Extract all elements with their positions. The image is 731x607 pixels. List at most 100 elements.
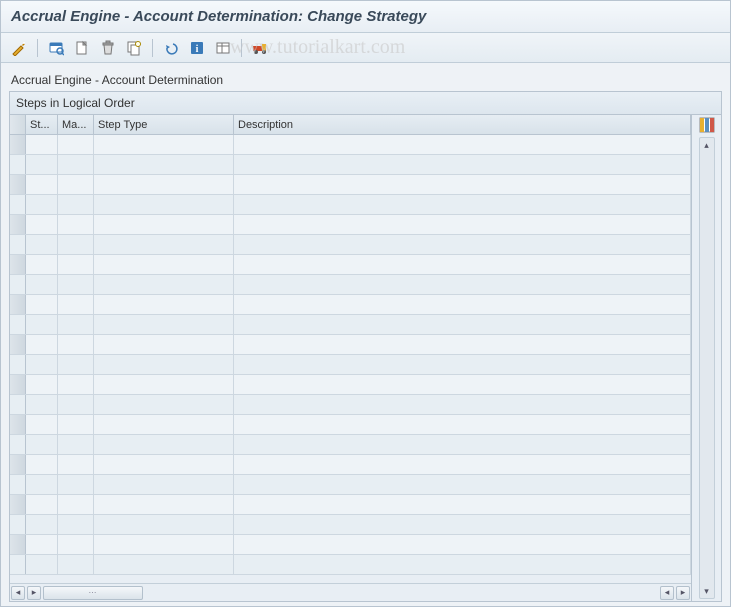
cell-description[interactable] bbox=[234, 395, 691, 414]
cell-ma[interactable] bbox=[58, 395, 94, 414]
cell-steptype[interactable] bbox=[94, 555, 234, 574]
cell-st[interactable] bbox=[26, 495, 58, 514]
row-selector[interactable] bbox=[10, 155, 26, 174]
cell-ma[interactable] bbox=[58, 495, 94, 514]
row-selector[interactable] bbox=[10, 255, 26, 274]
cell-ma[interactable] bbox=[58, 155, 94, 174]
cell-steptype[interactable] bbox=[94, 495, 234, 514]
cell-st[interactable] bbox=[26, 235, 58, 254]
table-row[interactable] bbox=[10, 195, 691, 215]
table-settings-icon[interactable] bbox=[697, 115, 717, 135]
cell-description[interactable] bbox=[234, 495, 691, 514]
cell-steptype[interactable] bbox=[94, 155, 234, 174]
cell-st[interactable] bbox=[26, 415, 58, 434]
cell-description[interactable] bbox=[234, 475, 691, 494]
row-selector[interactable] bbox=[10, 475, 26, 494]
cell-steptype[interactable] bbox=[94, 195, 234, 214]
create-icon[interactable] bbox=[70, 37, 94, 59]
hscroll-next-icon[interactable]: ◂ bbox=[660, 586, 674, 600]
cell-st[interactable] bbox=[26, 355, 58, 374]
cell-description[interactable] bbox=[234, 555, 691, 574]
cell-st[interactable] bbox=[26, 155, 58, 174]
cell-ma[interactable] bbox=[58, 195, 94, 214]
cell-steptype[interactable] bbox=[94, 515, 234, 534]
cell-description[interactable] bbox=[234, 255, 691, 274]
cell-steptype[interactable] bbox=[94, 435, 234, 454]
cell-st[interactable] bbox=[26, 295, 58, 314]
copy-icon[interactable] bbox=[122, 37, 146, 59]
cell-st[interactable] bbox=[26, 395, 58, 414]
cell-st[interactable] bbox=[26, 335, 58, 354]
row-selector[interactable] bbox=[10, 395, 26, 414]
row-selector[interactable] bbox=[10, 455, 26, 474]
cell-description[interactable] bbox=[234, 515, 691, 534]
cell-steptype[interactable] bbox=[94, 335, 234, 354]
table-row[interactable] bbox=[10, 215, 691, 235]
cell-ma[interactable] bbox=[58, 255, 94, 274]
layout-icon[interactable] bbox=[211, 37, 235, 59]
cell-ma[interactable] bbox=[58, 355, 94, 374]
cell-st[interactable] bbox=[26, 435, 58, 454]
row-selector[interactable] bbox=[10, 535, 26, 554]
cell-ma[interactable] bbox=[58, 455, 94, 474]
table-row[interactable] bbox=[10, 415, 691, 435]
cell-st[interactable] bbox=[26, 475, 58, 494]
cell-description[interactable] bbox=[234, 195, 691, 214]
cell-description[interactable] bbox=[234, 215, 691, 234]
vscroll-track[interactable] bbox=[700, 152, 714, 584]
cell-st[interactable] bbox=[26, 255, 58, 274]
cell-ma[interactable] bbox=[58, 215, 94, 234]
table-row[interactable] bbox=[10, 275, 691, 295]
cell-st[interactable] bbox=[26, 195, 58, 214]
cell-ma[interactable] bbox=[58, 555, 94, 574]
row-selector[interactable] bbox=[10, 355, 26, 374]
table-row[interactable] bbox=[10, 395, 691, 415]
row-selector-header[interactable] bbox=[10, 115, 26, 134]
cell-steptype[interactable] bbox=[94, 535, 234, 554]
cell-st[interactable] bbox=[26, 275, 58, 294]
cell-description[interactable] bbox=[234, 315, 691, 334]
table-row[interactable] bbox=[10, 235, 691, 255]
row-selector[interactable] bbox=[10, 315, 26, 334]
row-selector[interactable] bbox=[10, 515, 26, 534]
vertical-scrollbar[interactable]: ▴ ▾ bbox=[699, 137, 715, 599]
undo-icon[interactable] bbox=[159, 37, 183, 59]
cell-description[interactable] bbox=[234, 375, 691, 394]
table-row[interactable] bbox=[10, 135, 691, 155]
cell-st[interactable] bbox=[26, 455, 58, 474]
row-selector[interactable] bbox=[10, 195, 26, 214]
cell-steptype[interactable] bbox=[94, 355, 234, 374]
hscroll-first-icon[interactable]: ◂ bbox=[11, 586, 25, 600]
cell-st[interactable] bbox=[26, 215, 58, 234]
info-icon[interactable]: i bbox=[185, 37, 209, 59]
row-selector[interactable] bbox=[10, 435, 26, 454]
cell-ma[interactable] bbox=[58, 375, 94, 394]
table-row[interactable] bbox=[10, 355, 691, 375]
hscroll-thumb[interactable]: ⋯ bbox=[43, 586, 143, 600]
cell-description[interactable] bbox=[234, 175, 691, 194]
cell-description[interactable] bbox=[234, 335, 691, 354]
cell-st[interactable] bbox=[26, 375, 58, 394]
cell-steptype[interactable] bbox=[94, 415, 234, 434]
table-row[interactable] bbox=[10, 555, 691, 575]
cell-steptype[interactable] bbox=[94, 275, 234, 294]
cell-st[interactable] bbox=[26, 175, 58, 194]
cell-steptype[interactable] bbox=[94, 175, 234, 194]
cell-ma[interactable] bbox=[58, 415, 94, 434]
cell-steptype[interactable] bbox=[94, 375, 234, 394]
row-selector[interactable] bbox=[10, 295, 26, 314]
table-row[interactable] bbox=[10, 155, 691, 175]
row-selector[interactable] bbox=[10, 375, 26, 394]
cell-ma[interactable] bbox=[58, 135, 94, 154]
display-icon[interactable] bbox=[44, 37, 68, 59]
cell-st[interactable] bbox=[26, 515, 58, 534]
cell-description[interactable] bbox=[234, 155, 691, 174]
cell-ma[interactable] bbox=[58, 535, 94, 554]
cell-description[interactable] bbox=[234, 135, 691, 154]
col-header-st[interactable]: St... bbox=[26, 115, 58, 134]
table-row[interactable] bbox=[10, 535, 691, 555]
table-row[interactable] bbox=[10, 455, 691, 475]
vscroll-down-icon[interactable]: ▾ bbox=[700, 584, 714, 598]
table-row[interactable] bbox=[10, 255, 691, 275]
table-row[interactable] bbox=[10, 475, 691, 495]
